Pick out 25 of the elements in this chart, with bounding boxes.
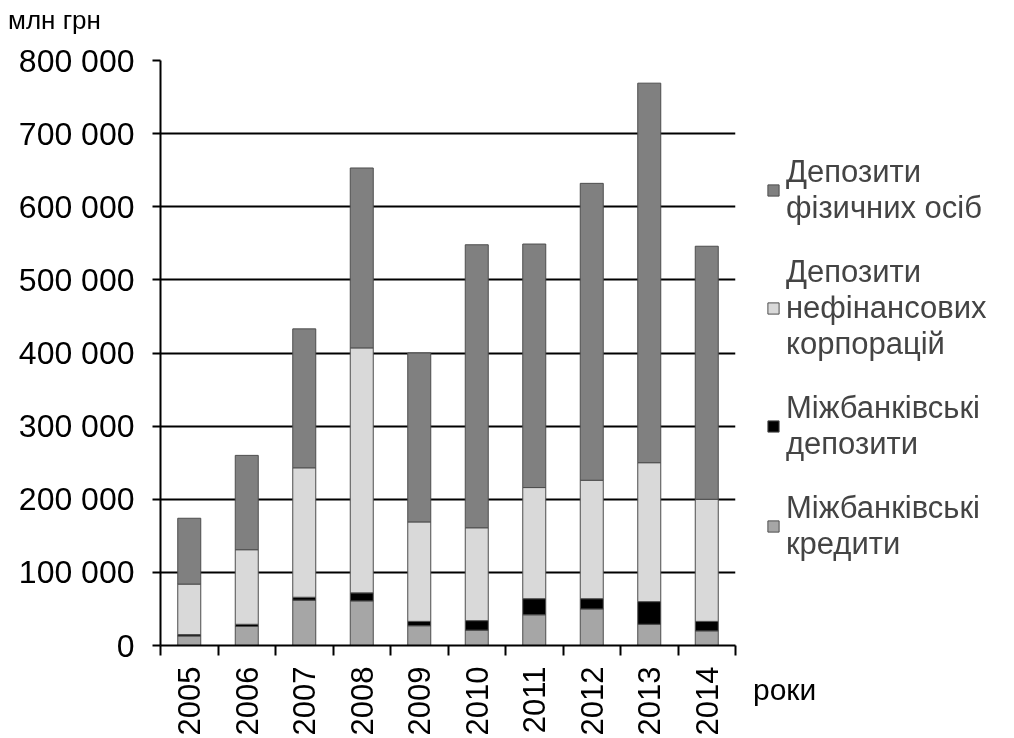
x-axis-title: роки	[753, 672, 817, 708]
x-tick-label: 2007	[287, 666, 323, 736]
x-tick-label: 2005	[172, 666, 208, 736]
x-tick-label: 2011	[517, 666, 553, 734]
x-tick-label: 2010	[459, 666, 495, 736]
y-tick-label: 600 000	[18, 188, 135, 225]
x-tick-label: 2013	[632, 666, 668, 736]
y-axis-title: млн грн	[8, 4, 101, 37]
legend-label: Депозити нефінансових корпорацій	[786, 254, 987, 362]
y-tick-label: 700 000	[18, 115, 135, 152]
y-tick-label: 200 000	[18, 481, 135, 518]
x-tick-label: 2012	[574, 666, 610, 736]
x-tick-label: 2008	[344, 666, 380, 736]
legend-label: Міжбанківські депозити	[786, 390, 980, 462]
y-tick-label: 400 000	[18, 335, 135, 371]
legend-label: Депозити фізичних осіб	[786, 154, 983, 226]
x-tick-label: 2006	[229, 666, 265, 736]
x-tick-label: 2014	[689, 666, 725, 736]
y-tick-label: 300 000	[18, 408, 135, 445]
y-tick-label: 0	[116, 627, 135, 664]
legend-label: Міжбанківські кредити	[786, 490, 980, 562]
x-tick-label: 2009	[402, 666, 438, 736]
y-tick-label: 100 000	[18, 554, 135, 591]
y-tick-label: 800 000	[18, 42, 135, 79]
y-tick-label: 500 000	[18, 261, 135, 298]
